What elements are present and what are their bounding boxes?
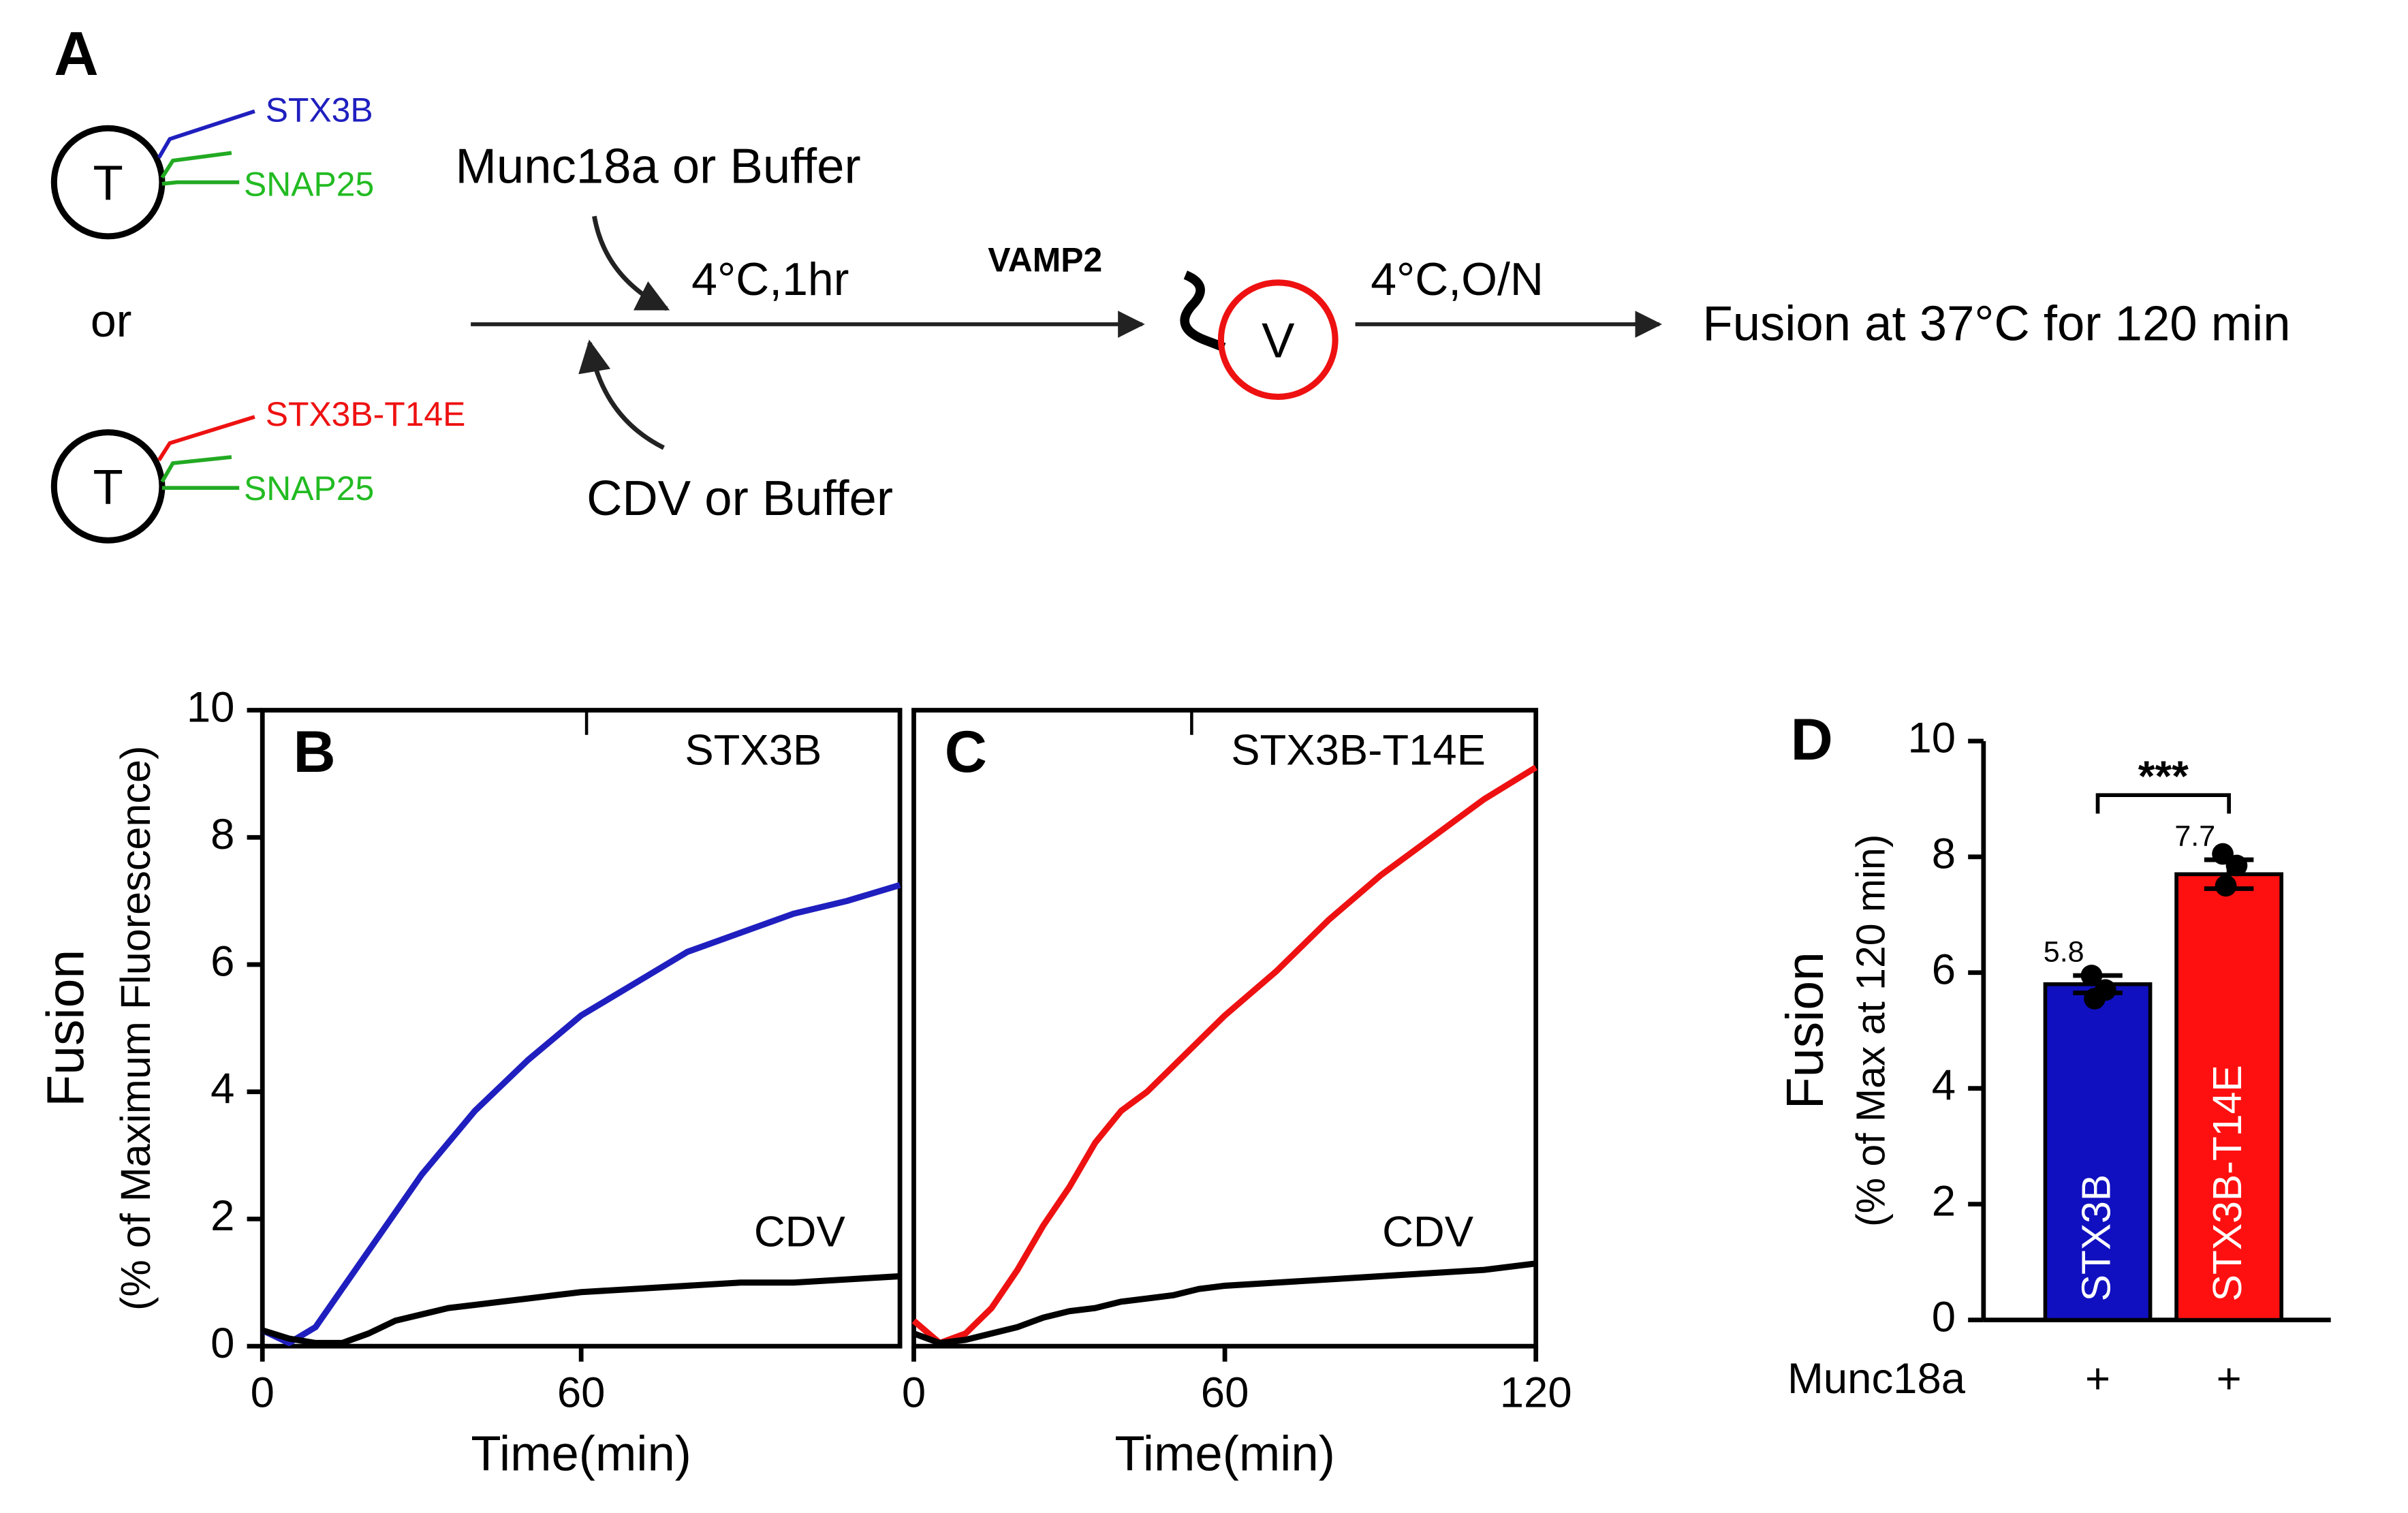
x-tick-label: 120 (1500, 1369, 1572, 1416)
data-point (2080, 965, 2103, 986)
x-tick-label: 0 (251, 1369, 275, 1416)
panel-label: B (294, 719, 336, 785)
x-tick-label: 0 (902, 1369, 926, 1416)
panel-a: A T STX3B SNAP25 or T STX3B-T14E SNAP25 … (50, 20, 2291, 544)
row-label: Munc18a (1787, 1355, 1966, 1403)
snap-label: SNAP25 (244, 469, 374, 508)
panel-label: D (1791, 707, 1833, 773)
y-tick-label: 2 (1932, 1177, 1956, 1225)
vamp-label: VAMP2 (988, 241, 1102, 279)
x-tick-label: 60 (1201, 1369, 1249, 1416)
value-label: 5.8 (2044, 936, 2084, 969)
panel-label: C (945, 719, 987, 785)
final-step: Fusion at 37°C for 120 min (1702, 296, 2290, 352)
significance: *** (2138, 753, 2189, 800)
y-tick-label: 10 (187, 683, 235, 731)
syntaxin (157, 415, 255, 461)
y-tick-label: 8 (1932, 830, 1956, 878)
series-line (261, 882, 901, 1346)
syntaxin-label: STX3B (266, 91, 373, 129)
panel-label: A (54, 20, 98, 89)
snap (161, 180, 240, 186)
y-tick-label: 0 (1932, 1293, 1956, 1341)
snap (160, 151, 232, 179)
row-value: + (2085, 1355, 2110, 1403)
y-axis-label: Fusion (36, 950, 95, 1107)
bar-label: STX3B-T14E (2206, 1065, 2250, 1301)
y-tick-label: 4 (210, 1065, 234, 1112)
vesicle-label: T (93, 155, 123, 210)
or: or (91, 295, 131, 347)
y-axis-sublabel: (% of Maximum Fluorescence) (112, 746, 159, 1311)
arrow (592, 215, 670, 311)
data-point (2084, 988, 2106, 1010)
data-point (2225, 854, 2248, 877)
bar (2174, 872, 2284, 1322)
vamp (1180, 270, 1226, 352)
y-tick-label: 0 (210, 1320, 234, 1367)
v-vesicle (1217, 279, 1339, 401)
bar-label: STX3B (2074, 1174, 2118, 1302)
condition: 4°C,1hr (691, 253, 849, 305)
series-line (911, 764, 1538, 1346)
y-tick-label: 2 (210, 1192, 234, 1240)
series-line (912, 1260, 1537, 1346)
syntaxin-label: STX3B-T14E (266, 395, 466, 433)
y-tick-label: 4 (1932, 1061, 1956, 1109)
series-label: CDV (1382, 1208, 1474, 1256)
x-tick-label: 60 (557, 1369, 606, 1416)
y-axis-label: Fusion (1776, 952, 1834, 1109)
x-axis-label: Time(min) (1114, 1426, 1335, 1481)
snap-label: SNAP25 (244, 166, 374, 204)
y-tick-label: 6 (210, 938, 234, 986)
series-label: STX3B-T14E (1231, 727, 1486, 775)
series-line (261, 1273, 901, 1346)
bar (2043, 982, 2153, 1322)
y-axis-sublabel: (% of Max at 120 min) (1849, 835, 1894, 1227)
series-label: CDV (754, 1208, 846, 1256)
arrow (578, 339, 665, 450)
vesicle-label: V (1262, 313, 1295, 369)
data-point (2215, 875, 2237, 897)
snap (160, 455, 232, 483)
step-label: CDV or Buffer (587, 471, 893, 526)
step-label: Munc18a or Buffer (455, 139, 860, 194)
y-tick-label: 10 (1907, 715, 1956, 762)
significance-bracket (2095, 793, 2231, 814)
vesicle-label: T (93, 460, 123, 515)
y-tick-label: 6 (1932, 946, 1956, 994)
row-value: + (2217, 1355, 2242, 1403)
y-tick-label: 8 (210, 811, 234, 858)
syntaxin (157, 109, 255, 159)
series-label: STX3B (685, 727, 822, 775)
value-label: 7.7 (2174, 820, 2215, 853)
condition: 4°C,O/N (1371, 253, 1544, 305)
x-axis-label: Time(min) (471, 1426, 691, 1481)
